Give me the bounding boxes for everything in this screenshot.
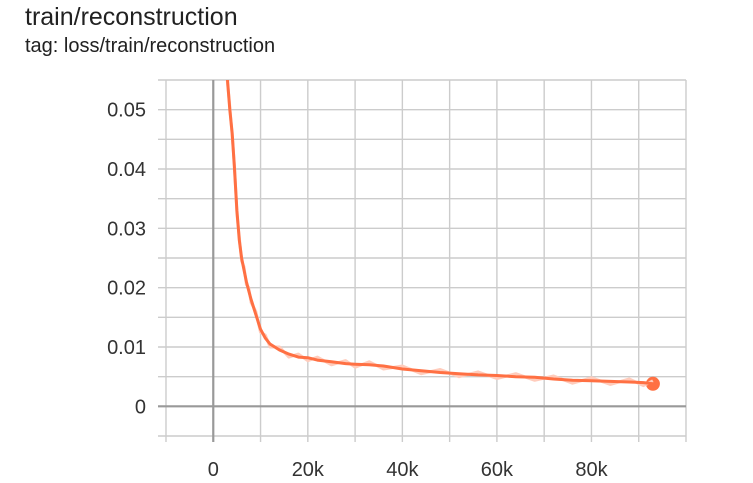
series-line	[225, 80, 655, 386]
y-tick-label: 0.01	[107, 337, 146, 359]
x-tick-label: 20k	[292, 459, 325, 481]
x-tick-label: 80k	[575, 459, 608, 481]
x-tick-label: 40k	[386, 459, 419, 481]
y-tick-label: 0.03	[107, 218, 146, 240]
chart-tag: tag: loss/train/reconstruction	[25, 35, 276, 57]
series-raw-line	[225, 80, 654, 388]
y-tick-label: 0	[135, 396, 146, 418]
x-tick-label: 60k	[481, 459, 514, 481]
x-tick-label: 0	[208, 459, 219, 481]
grid	[158, 79, 687, 442]
y-tick-label: 0.02	[107, 278, 146, 300]
axes	[158, 80, 686, 442]
chart-title: train/reconstruction	[25, 3, 238, 31]
series-layer	[225, 80, 655, 388]
tick-labels: 0 0.01 0.02 0.03 0.04 0.05 0 20k 40k 60k 80k	[107, 100, 609, 481]
y-tick-label: 0.04	[107, 159, 146, 181]
y-tick-label: 0.05	[107, 100, 146, 122]
